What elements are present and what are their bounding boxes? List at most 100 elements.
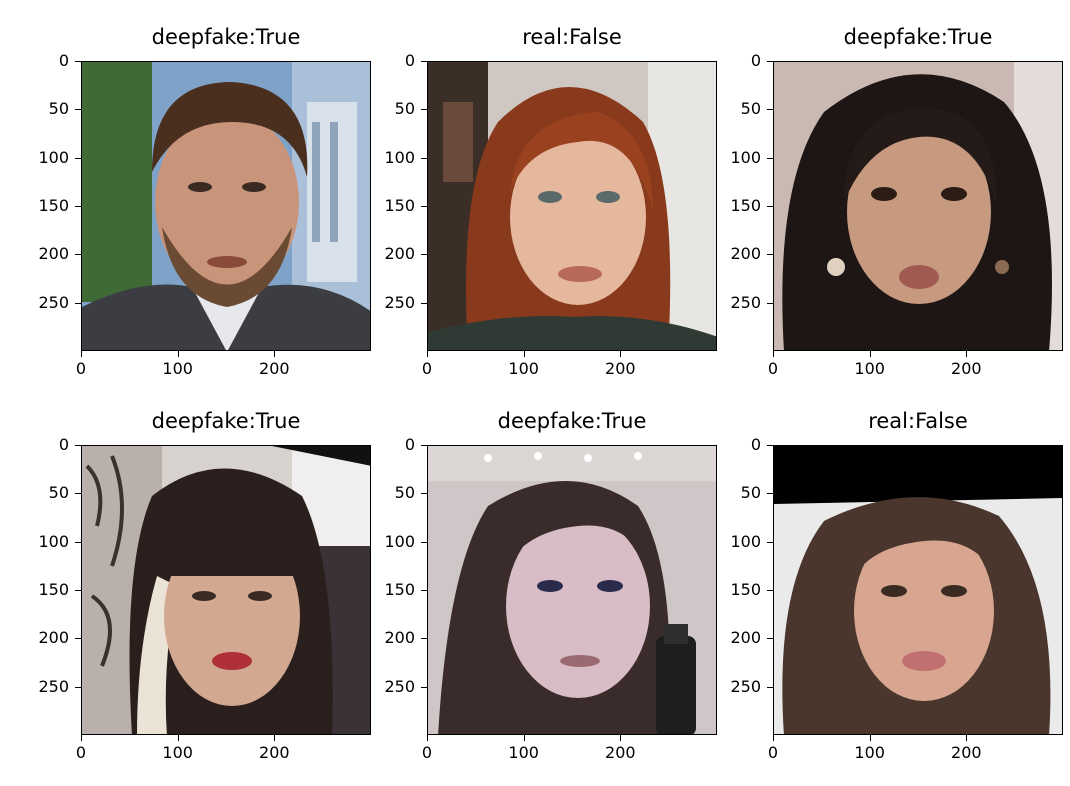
y-tick-mark — [767, 638, 773, 640]
y-tick-label: 250 — [38, 676, 69, 696]
x-tick-label: 200 — [605, 743, 636, 762]
y-tick-mark — [421, 61, 427, 62]
y-tick-mark — [767, 686, 773, 688]
panel-title: deepfake:True — [151, 409, 301, 433]
y-tick-mark — [75, 302, 81, 304]
x-tick-mark — [81, 735, 82, 741]
x-tick-mark — [869, 351, 871, 357]
y-tick-mark — [75, 493, 81, 495]
panel-title: deepfake:True — [843, 25, 993, 49]
y-tick-label: 0 — [750, 51, 761, 70]
y-tick-label: 50 — [394, 483, 415, 503]
y-tick-label: 250 — [384, 292, 415, 312]
face-image — [428, 62, 716, 350]
y-tick-label: 200 — [730, 244, 761, 264]
y-tick-mark — [767, 541, 773, 543]
y-tick-label: 200 — [384, 244, 415, 264]
face-image — [428, 446, 716, 734]
x-tick-label: 0 — [421, 359, 433, 378]
x-tick-label: 100 — [508, 743, 539, 762]
y-tick-mark — [421, 302, 427, 304]
x-tick-label: 100 — [854, 743, 885, 762]
y-tick-mark — [767, 493, 773, 495]
x-tick-label: 100 — [162, 743, 193, 762]
y-tick-label: 150 — [730, 196, 761, 215]
y-tick-label: 250 — [730, 676, 761, 696]
panel-title: deepfake:True — [151, 25, 301, 49]
y-tick-mark — [421, 109, 427, 111]
y-tick-label: 50 — [740, 99, 761, 119]
y-tick-label: 250 — [730, 292, 761, 312]
x-tick-mark — [966, 735, 968, 741]
x-tick-mark — [177, 735, 179, 741]
y-tick-mark — [75, 541, 81, 543]
x-tick-label: 0 — [767, 743, 779, 762]
y-tick-mark — [75, 61, 81, 62]
y-tick-label: 100 — [730, 531, 761, 551]
x-tick-label: 0 — [75, 743, 87, 762]
panel-title: real:False — [522, 25, 622, 49]
x-tick-mark — [177, 351, 179, 357]
y-tick-mark — [421, 638, 427, 640]
image-axes — [427, 61, 717, 351]
y-tick-mark — [75, 686, 81, 688]
y-tick-mark — [767, 254, 773, 256]
x-tick-label: 200 — [259, 743, 290, 762]
x-tick-label: 200 — [951, 359, 982, 378]
y-tick-mark — [767, 302, 773, 304]
y-tick-mark — [75, 254, 81, 256]
face-image — [82, 62, 370, 350]
y-tick-label: 50 — [48, 99, 69, 119]
x-tick-mark — [274, 351, 276, 357]
x-tick-label: 0 — [75, 359, 87, 378]
y-tick-label: 200 — [384, 628, 415, 648]
x-tick-mark — [523, 735, 525, 741]
y-tick-mark — [767, 157, 773, 159]
y-tick-label: 50 — [394, 99, 415, 119]
x-tick-label: 200 — [259, 359, 290, 378]
y-tick-mark — [421, 590, 427, 591]
y-tick-label: 0 — [404, 435, 415, 454]
x-tick-mark — [427, 735, 428, 741]
y-tick-mark — [421, 206, 427, 207]
x-tick-label: 0 — [421, 743, 433, 762]
face-image — [82, 446, 370, 734]
x-tick-mark — [773, 351, 774, 357]
y-tick-label: 50 — [740, 483, 761, 503]
panel-title: real:False — [868, 409, 968, 433]
y-tick-label: 250 — [38, 292, 69, 312]
x-tick-mark — [773, 735, 774, 741]
image-axes — [773, 61, 1063, 351]
x-tick-mark — [620, 351, 622, 357]
x-tick-label: 100 — [508, 359, 539, 378]
panel-title: deepfake:True — [497, 409, 647, 433]
y-tick-label: 0 — [58, 51, 69, 70]
y-tick-mark — [767, 109, 773, 111]
x-tick-mark — [869, 735, 871, 741]
y-tick-label: 0 — [58, 435, 69, 454]
y-tick-mark — [767, 445, 773, 446]
y-tick-label: 150 — [38, 196, 69, 215]
x-tick-mark — [81, 351, 82, 357]
y-tick-mark — [75, 157, 81, 159]
y-tick-mark — [421, 686, 427, 688]
y-tick-mark — [75, 206, 81, 207]
y-tick-label: 150 — [384, 580, 415, 599]
x-tick-label: 100 — [162, 359, 193, 378]
y-tick-label: 100 — [38, 531, 69, 551]
y-tick-label: 100 — [384, 531, 415, 551]
x-tick-label: 0 — [767, 359, 779, 378]
x-tick-mark — [966, 351, 968, 357]
y-tick-label: 100 — [730, 147, 761, 167]
image-axes — [773, 445, 1063, 735]
image-axes — [427, 445, 717, 735]
y-tick-label: 200 — [38, 244, 69, 264]
y-tick-label: 0 — [750, 435, 761, 454]
y-tick-mark — [421, 541, 427, 543]
y-tick-mark — [767, 590, 773, 591]
y-tick-mark — [421, 493, 427, 495]
x-tick-mark — [620, 735, 622, 741]
x-tick-mark — [274, 735, 276, 741]
y-tick-mark — [767, 206, 773, 207]
